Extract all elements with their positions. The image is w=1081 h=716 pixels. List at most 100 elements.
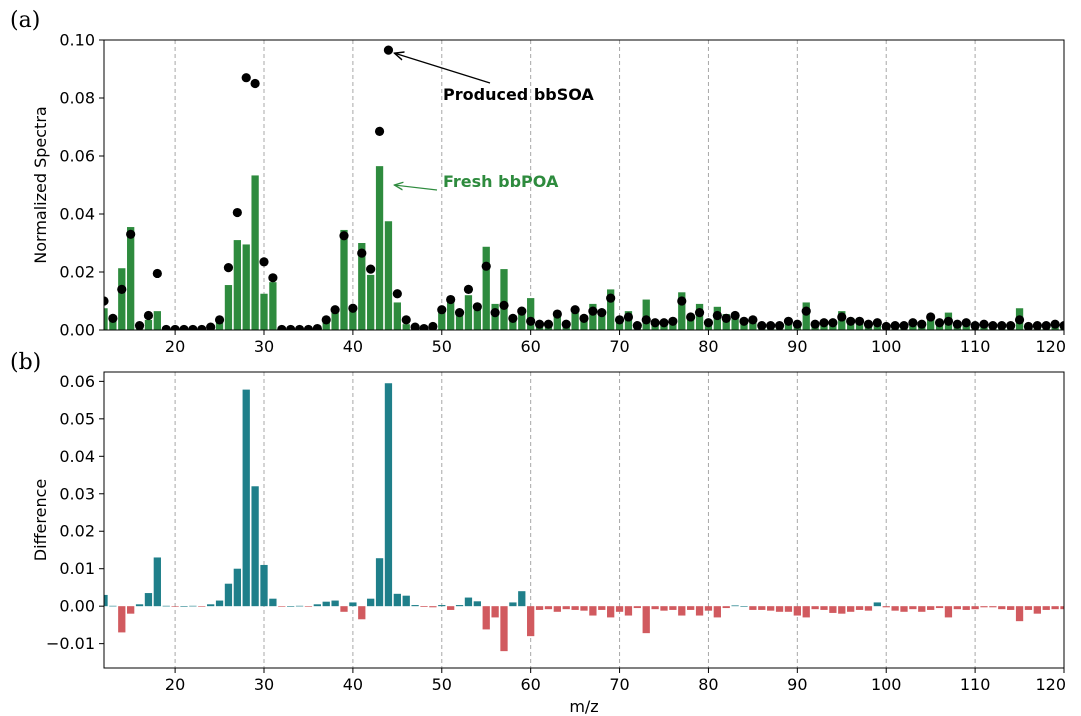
difference-bar-negative — [171, 606, 179, 607]
difference-bar-negative — [580, 606, 588, 611]
difference-bar-positive — [464, 597, 473, 607]
point-produced-bbsoa — [632, 321, 642, 330]
point-produced-bbsoa — [534, 319, 545, 329]
point-produced-bbsoa — [117, 284, 127, 294]
point-produced-bbsoa — [143, 310, 154, 321]
bar-fresh-bbpoa — [589, 303, 597, 330]
point-produced-bbsoa — [801, 306, 811, 316]
y-tick-label: 0.01 — [59, 559, 95, 578]
difference-bar-negative — [624, 606, 633, 616]
x-tick-label: 50 — [432, 675, 452, 694]
point-produced-bbsoa — [214, 315, 225, 325]
difference-bar-negative — [118, 606, 126, 633]
difference-bar-negative — [127, 606, 135, 614]
point-produced-bbsoa — [890, 321, 900, 330]
difference-bar-positive — [215, 600, 224, 607]
x-tick-label: 90 — [787, 675, 807, 694]
point-produced-bbsoa — [303, 324, 314, 330]
bar-fresh-bbpoa — [118, 268, 126, 330]
point-produced-bbsoa — [206, 322, 216, 330]
y-tick-label: 0.05 — [59, 409, 95, 428]
difference-bar-negative — [278, 606, 286, 607]
difference-bar-positive — [518, 591, 526, 607]
difference-bar-negative — [998, 606, 1006, 610]
difference-bar-negative — [482, 606, 490, 630]
point-produced-bbsoa — [872, 318, 882, 328]
point-produced-bbsoa — [134, 321, 145, 330]
difference-bar-negative — [909, 606, 917, 610]
bar-fresh-bbpoa — [224, 285, 233, 330]
point-produced-bbsoa — [357, 248, 367, 258]
point-produced-bbsoa — [686, 312, 696, 322]
point-produced-bbsoa — [943, 316, 954, 326]
difference-bar-negative — [829, 606, 837, 613]
bar-fresh-bbpoa — [144, 319, 153, 330]
difference-bar-negative — [820, 606, 828, 610]
point-produced-bbsoa — [881, 321, 891, 330]
point-produced-bbsoa — [348, 303, 358, 313]
difference-bar-positive — [260, 564, 268, 607]
point-produced-bbsoa — [517, 306, 527, 316]
y-axis-label: Normalized Spectra — [31, 106, 50, 263]
difference-bar-negative — [704, 606, 713, 611]
point-produced-bbsoa — [757, 321, 767, 330]
difference-bar-negative — [669, 606, 677, 610]
point-produced-bbsoa — [366, 264, 376, 274]
bar-fresh-bbpoa — [260, 293, 268, 330]
point-produced-bbsoa — [1059, 321, 1064, 330]
difference-bar-positive — [162, 605, 170, 607]
x-tick-label: 30 — [254, 337, 274, 356]
difference-bar-positive — [242, 389, 250, 607]
annotation-arrow-bbpoa — [394, 185, 438, 191]
bar-fresh-bbpoa — [375, 166, 384, 330]
x-tick-label: 80 — [698, 675, 718, 694]
difference-bar-negative — [687, 606, 695, 610]
point-produced-bbsoa — [197, 324, 207, 330]
difference-bar-negative — [767, 606, 775, 611]
point-produced-bbsoa — [659, 318, 669, 328]
bar-fresh-bbpoa — [455, 312, 464, 330]
point-produced-bbsoa — [152, 268, 162, 279]
difference-bar-negative — [304, 606, 313, 607]
point-produced-bbsoa — [437, 305, 447, 315]
bar-fresh-bbpoa — [500, 269, 508, 330]
x-tick-label: 30 — [254, 675, 274, 694]
point-produced-bbsoa — [294, 324, 305, 330]
difference-bar-positive — [104, 594, 108, 607]
difference-bar-negative — [651, 606, 659, 610]
y-tick-label: 0.00 — [59, 597, 95, 616]
point-produced-bbsoa — [179, 324, 189, 330]
point-produced-bbsoa — [454, 308, 465, 318]
difference-bar-positive — [295, 605, 304, 607]
x-tick-label: 70 — [609, 675, 629, 694]
point-produced-bbsoa — [286, 324, 296, 330]
difference-bar-negative — [340, 606, 348, 612]
difference-bar-negative — [491, 606, 499, 618]
point-produced-bbsoa — [597, 308, 607, 318]
difference-bar-negative — [1051, 606, 1059, 610]
bar-fresh-bbpoa — [251, 175, 259, 330]
difference-bar-negative — [847, 606, 855, 612]
axes-frame-a — [103, 39, 1065, 331]
point-produced-bbsoa — [472, 302, 482, 312]
point-produced-bbsoa — [250, 78, 260, 89]
bar-fresh-bbpoa — [927, 314, 935, 330]
bar-fresh-bbpoa — [358, 243, 366, 330]
difference-bar-positive — [109, 605, 117, 607]
difference-bar-negative — [420, 606, 428, 607]
difference-bar-positive — [393, 593, 401, 607]
difference-bar-positive — [144, 593, 153, 607]
bar-fresh-bbpoa — [473, 305, 481, 330]
difference-bar-negative — [935, 606, 944, 609]
point-produced-bbsoa — [321, 315, 331, 325]
panel-a: 20 30 40 50 60 70 80 90 100 110 120 0.00 0.02 0.04 0.0… — [31, 31, 1066, 357]
difference-bar-negative — [598, 606, 606, 610]
difference-bar-positive — [322, 601, 330, 607]
point-produced-bbsoa — [232, 207, 242, 218]
difference-bar-negative — [1060, 606, 1064, 610]
point-produced-bbsoa — [446, 294, 456, 305]
bar-fresh-bbpoa — [607, 289, 615, 330]
difference-bar-negative — [562, 606, 570, 610]
point-produced-bbsoa — [508, 313, 518, 323]
